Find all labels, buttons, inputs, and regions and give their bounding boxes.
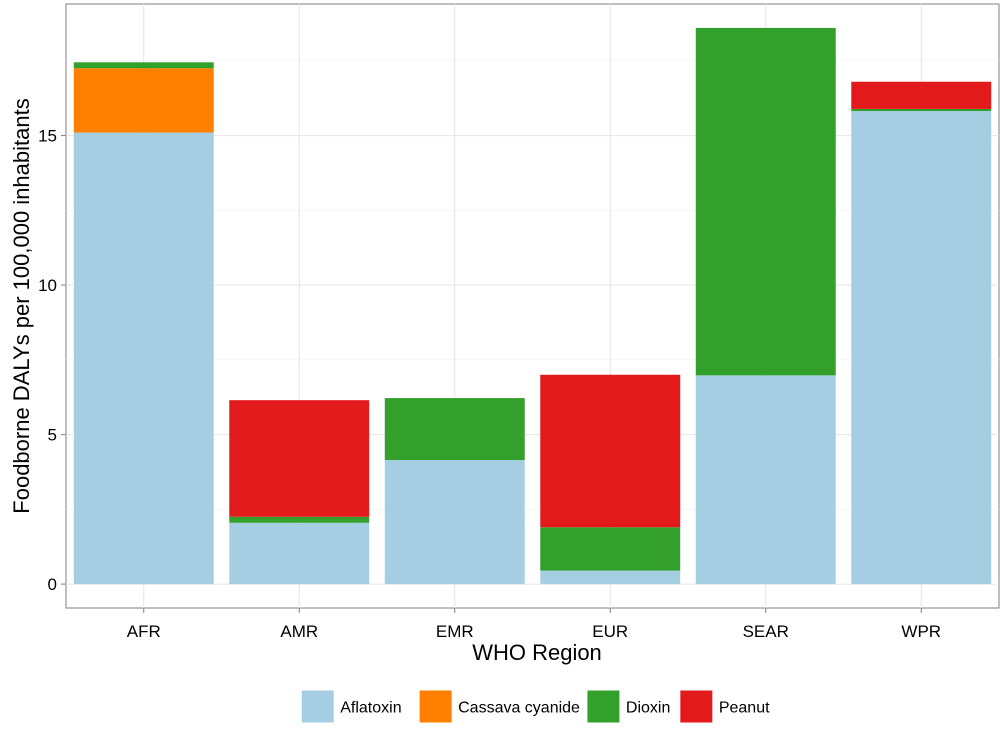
x-axis-title: WHO Region [472, 640, 602, 665]
bar-segment-aflatoxin-sear [695, 375, 836, 585]
bar-segment-dioxin-sear [695, 27, 836, 376]
y-axis-title: Foodborne DALYs per 100,000 inhabitants [9, 98, 34, 513]
bar-segment-dioxin-amr [229, 516, 370, 523]
x-tick-label: EUR [592, 622, 628, 641]
legend-label: Dioxin [626, 700, 670, 717]
bar-segment-cassava-cyanide-afr [73, 68, 214, 133]
bar-segment-aflatoxin-eur [540, 570, 681, 585]
x-tick-label: AMR [280, 622, 318, 641]
x-axis: AFR AMR EMR EUR SEAR WPR [127, 608, 941, 641]
y-tick-label: 10 [38, 276, 57, 295]
x-tick-label: SEAR [743, 622, 789, 641]
x-tick-label: WPR [901, 622, 941, 641]
legend-label: Aflatoxin [340, 700, 401, 717]
bar-segment-aflatoxin-amr [229, 522, 370, 585]
legend-key-cassava-cyanide [418, 689, 453, 724]
bar-segment-peanut-amr [229, 400, 370, 517]
plot-panel [65, 3, 1000, 609]
x-tick-label: AFR [127, 622, 161, 641]
legend-key-dioxin [586, 689, 621, 724]
bar-segment-peanut-eur [540, 374, 681, 528]
legend-key-aflatoxin [300, 689, 335, 724]
y-tick-label: 0 [48, 575, 57, 594]
bars-layer [73, 27, 992, 585]
x-tick-label: EMR [436, 622, 474, 641]
bar-segment-dioxin-emr [384, 398, 525, 460]
bar-segment-peanut-wpr [851, 81, 992, 109]
bar-segment-dioxin-wpr [851, 108, 992, 112]
y-axis: 0 5 10 15 [38, 127, 66, 594]
minor-grid [66, 60, 999, 510]
bar-segment-dioxin-afr [73, 62, 214, 69]
bar-segment-aflatoxin-afr [73, 132, 214, 585]
legend-key-peanut [679, 689, 714, 724]
bar-segment-dioxin-eur [540, 527, 681, 571]
legend-label: Cassava cyanide [458, 700, 580, 717]
legend-label: Peanut [719, 700, 770, 717]
bar-segment-aflatoxin-wpr [851, 111, 992, 585]
y-tick-label: 5 [48, 426, 57, 445]
y-tick-label: 15 [38, 127, 57, 146]
legend: Aflatoxin Cassava cyanide Dioxin Peanut [300, 689, 770, 724]
bar-segment-aflatoxin-emr [384, 459, 525, 585]
